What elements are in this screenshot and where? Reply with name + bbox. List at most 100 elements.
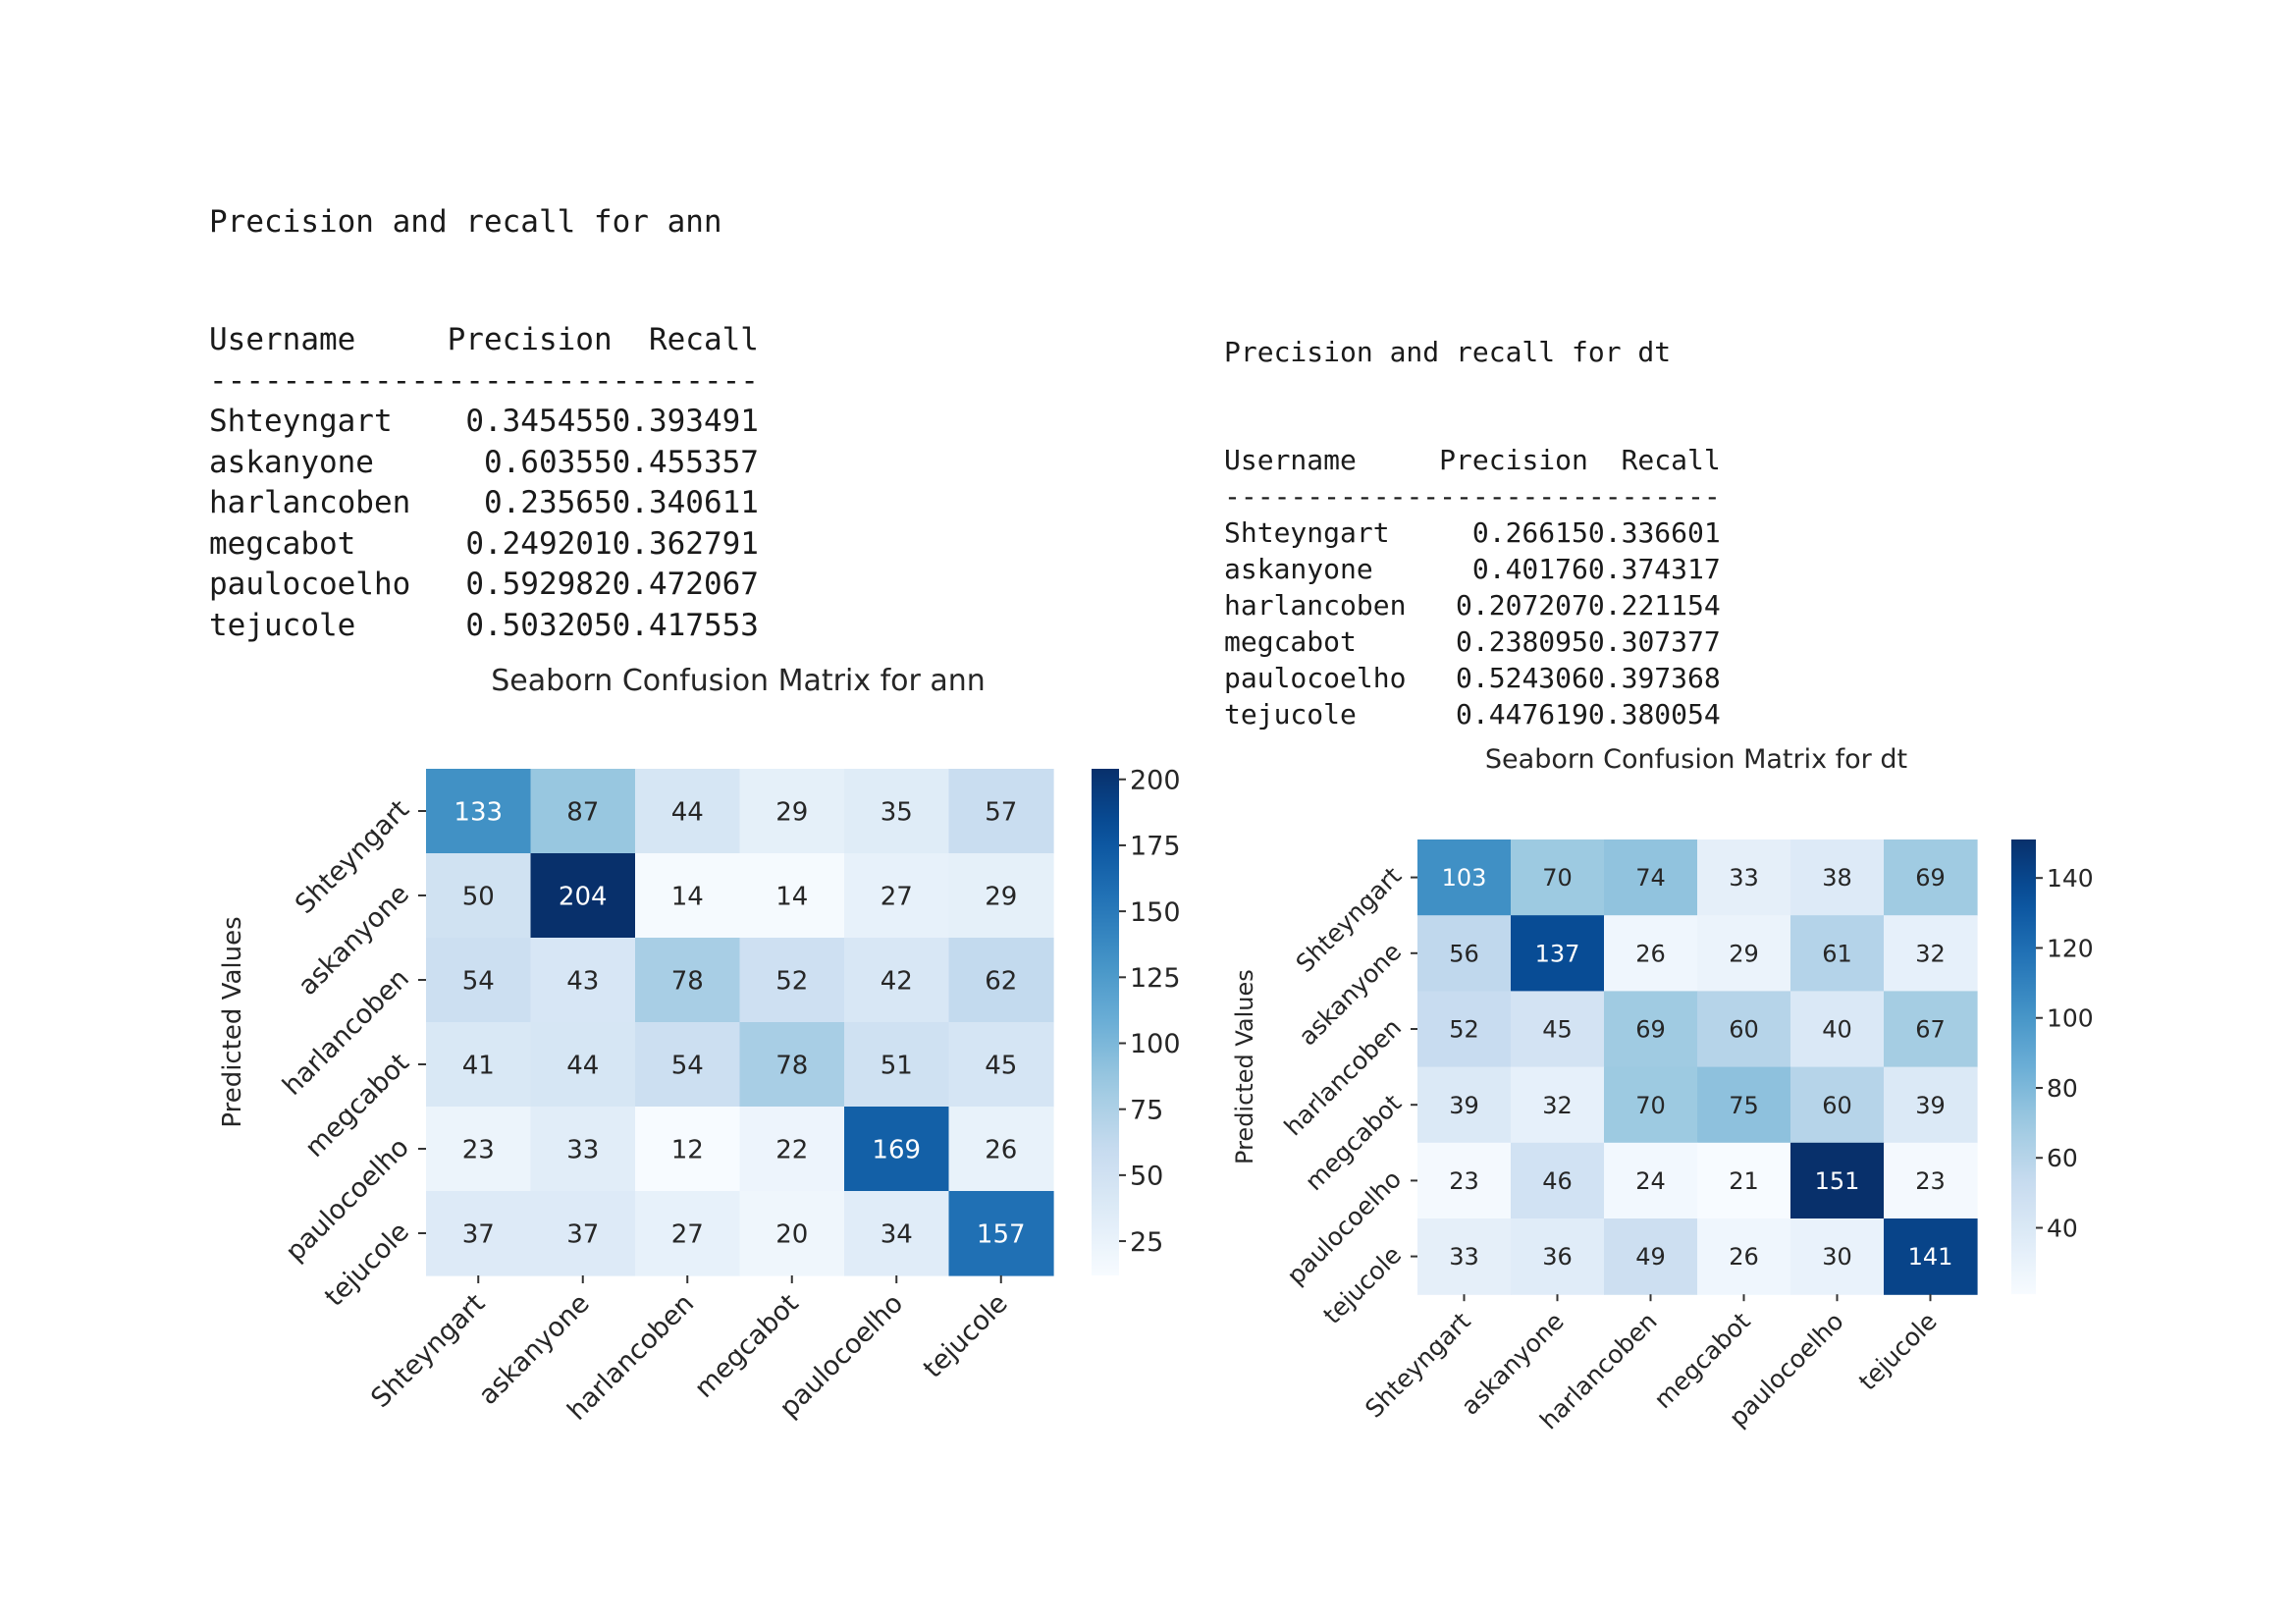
column-header: Precision xyxy=(1439,444,1588,476)
heatmap-cell xyxy=(1884,839,1978,916)
cell-precision: 0.26615 xyxy=(1471,516,1588,549)
cell-value-label: 54 xyxy=(462,966,495,996)
cell-value-label: 60 xyxy=(1822,1092,1852,1119)
cell-value-label: 23 xyxy=(1449,1167,1479,1195)
cell-value-label: 62 xyxy=(985,966,1017,996)
cell-value-label: 141 xyxy=(1908,1243,1953,1271)
cell-value-label: 78 xyxy=(775,1051,808,1080)
heatmap-cell xyxy=(739,1191,845,1276)
cell-recall: 0.307377 xyxy=(1587,625,1721,658)
heatmap-cell xyxy=(1790,1218,1885,1295)
colorbar-tick-label: 100 xyxy=(2047,1004,2094,1033)
cell-value-label: 29 xyxy=(1729,940,1759,967)
heatmap-cell xyxy=(1604,915,1698,992)
cell-recall: 0.336601 xyxy=(1587,516,1721,549)
cell-recall: 0.417553 xyxy=(612,607,759,643)
table-row: harlancoben 0.23565 0.340611 xyxy=(209,483,759,524)
heatmap-cell xyxy=(1697,915,1791,992)
cell-value-label: 36 xyxy=(1542,1243,1573,1271)
cell-value-label: 30 xyxy=(1822,1243,1852,1271)
cell-value-label: 44 xyxy=(671,797,704,827)
colorbar-tick-label: 200 xyxy=(1130,765,1181,795)
cell-username: askanyone xyxy=(1224,553,1373,585)
heatmap-cell xyxy=(948,769,1054,854)
cell-value-label: 37 xyxy=(566,1219,599,1249)
divider: ----------- xyxy=(1224,480,1407,513)
heatmap-cell xyxy=(1697,839,1791,916)
cell-value-label: 43 xyxy=(566,966,599,996)
cell-value-label: 41 xyxy=(462,1051,495,1080)
cell-recall: 0.455357 xyxy=(612,444,759,480)
heatmap-cell xyxy=(530,1022,636,1108)
cell-value-label: 29 xyxy=(985,882,1017,911)
cell-precision: 0.524306 xyxy=(1456,662,1588,694)
colorbar-tick-label: 25 xyxy=(1130,1227,1163,1258)
heatmap-cell xyxy=(635,938,741,1023)
heatmap-cell xyxy=(1604,1066,1698,1144)
heatmap-cell xyxy=(635,1022,741,1108)
cell-value-label: 27 xyxy=(671,1219,704,1249)
heatmap-cell xyxy=(635,1107,741,1192)
report-heading: Precision and recall for dt xyxy=(1224,336,1672,368)
cell-value-label: 33 xyxy=(1449,1243,1479,1271)
heatmap-cell xyxy=(1884,915,1978,992)
chart-title: Seaborn Confusion Matrix for dt xyxy=(1485,744,1907,775)
cell-value-label: 52 xyxy=(1449,1016,1479,1044)
heatmap-cell xyxy=(1884,1066,1978,1144)
cell-value-label: 26 xyxy=(1729,1243,1759,1271)
cell-precision: 0.447619 xyxy=(1456,698,1588,731)
cell-recall: 0.340611 xyxy=(612,485,759,520)
cell-value-label: 27 xyxy=(881,882,913,911)
heatmap-cell xyxy=(1697,1066,1791,1144)
chart-title: Seaborn Confusion Matrix for ann xyxy=(491,664,986,698)
cell-value-label: 75 xyxy=(1729,1092,1759,1119)
cell-username: askanyone xyxy=(209,444,374,480)
colorbar-tick-label: 150 xyxy=(1130,897,1181,928)
cell-value-label: 42 xyxy=(881,966,913,996)
table-row: tejucole 0.503205 0.417553 xyxy=(209,606,759,647)
cell-precision: 0.249201 xyxy=(465,525,613,562)
cell-value-label: 33 xyxy=(566,1135,599,1164)
cell-recall: 0.362791 xyxy=(612,525,759,562)
table-row: tejucole 0.447619 0.380054 xyxy=(1224,696,1721,732)
heatmap-cell xyxy=(530,769,636,854)
heatmap-cell xyxy=(635,1191,741,1276)
heatmap-cell xyxy=(739,853,845,939)
heatmap-cell xyxy=(426,938,532,1023)
cell-value-label: 69 xyxy=(1635,1016,1666,1044)
heatmap-cell xyxy=(530,853,636,939)
heatmap-cell xyxy=(948,1191,1054,1276)
cell-value-label: 23 xyxy=(1915,1167,1946,1195)
cell-value-label: 51 xyxy=(881,1051,913,1080)
metrics-table: Username Precision Recall ----------- --… xyxy=(1224,442,1721,732)
table-row: megcabot 0.238095 0.307377 xyxy=(1224,623,1721,660)
heatmap-cell xyxy=(426,1022,532,1108)
heatmap-cell xyxy=(1511,1066,1605,1144)
heatmap-cell xyxy=(1790,1066,1885,1144)
cell-value-label: 87 xyxy=(566,797,599,827)
cell-value-label: 45 xyxy=(985,1051,1017,1080)
cell-username: paulocoelho xyxy=(1224,662,1407,694)
divider: ----------- xyxy=(410,362,613,399)
cell-value-label: 32 xyxy=(1915,940,1946,967)
heatmap-cell xyxy=(1790,915,1885,992)
heatmap-cell xyxy=(739,938,845,1023)
x-tick-label: Shteyngart xyxy=(365,1288,491,1414)
cell-username: paulocoelho xyxy=(209,567,411,602)
heatmap-cell xyxy=(1697,991,1791,1068)
table-row: Shteyngart 0.26615 0.336601 xyxy=(1224,514,1721,551)
cell-value-label: 52 xyxy=(775,966,808,996)
cell-username: tejucole xyxy=(209,607,356,643)
cell-value-label: 22 xyxy=(775,1135,808,1164)
cell-value-label: 32 xyxy=(1542,1092,1573,1119)
colorbar-tick-label: 140 xyxy=(2047,864,2094,893)
cell-value-label: 40 xyxy=(1822,1016,1852,1044)
cell-value-label: 56 xyxy=(1449,940,1479,967)
cell-value-label: 21 xyxy=(1729,1167,1759,1195)
cell-value-label: 67 xyxy=(1915,1016,1946,1044)
cell-value-label: 12 xyxy=(671,1135,704,1164)
heatmap-cell xyxy=(1884,1142,1978,1219)
colorbar-tick-label: 125 xyxy=(1130,963,1181,994)
heatmap-cell xyxy=(844,1022,950,1108)
divider: -------- xyxy=(1587,480,1721,513)
